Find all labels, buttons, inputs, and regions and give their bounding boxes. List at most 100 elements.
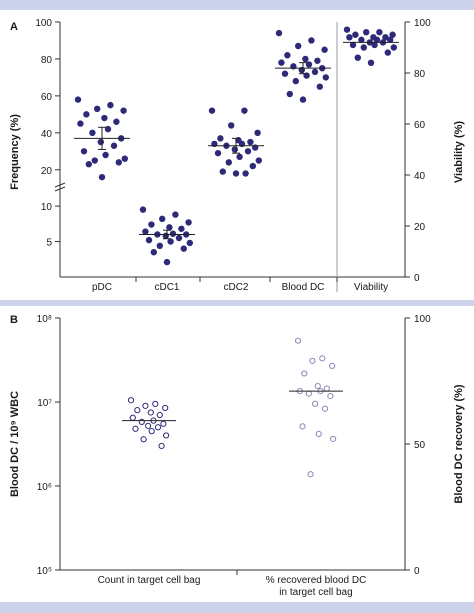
data-point [159,215,166,223]
data-point [219,168,226,175]
data-point [371,41,378,49]
data-point [360,44,367,51]
data-point [292,77,299,85]
panel-a-label: A [10,21,18,33]
panel-a-categories: pDC cDC1 cDC2 Blood DC Viability [92,277,388,293]
axis-break-mark [54,182,66,188]
data-point [330,435,337,443]
data-point [284,52,291,59]
data-point [349,41,357,49]
y-tick-label: 10⁸ [37,314,52,325]
y-tick-label: 80 [41,55,53,66]
y2-tick-label: 100 [414,18,431,29]
panel-b-right-y-ticks: 0 50 100 [405,314,431,577]
y-tick-label: 10⁷ [37,398,52,409]
data-point [175,234,183,242]
panel-b-data-marks [122,337,343,478]
panel-a-lower-y-ticks: 5 10 [41,202,60,249]
data-point [315,430,322,438]
y-tick-label: 20 [41,166,53,177]
data-point [305,390,312,397]
panel-a-y-axis-title: Frequency (%) [9,114,21,190]
y2-tick-label: 80 [414,69,426,80]
data-point [74,96,82,103]
data-point [83,111,90,118]
data-point [166,224,173,231]
axis-break-mark [54,186,66,192]
data-point [208,107,216,114]
data-point [134,407,141,414]
data-point [302,55,309,63]
data-point [142,402,149,409]
data-point [139,206,147,213]
category-label: Blood DC [282,282,325,293]
data-point [110,142,118,149]
data-point [140,436,147,443]
y-tick-label: 60 [41,92,53,103]
data-point [323,385,330,392]
data-point [354,54,361,61]
data-point [358,36,365,44]
data-point [299,423,306,430]
data-point [319,355,326,362]
y2-tick-label: 50 [414,440,426,451]
data-point [327,393,334,400]
data-point [373,36,381,44]
data-point [225,159,232,166]
y2-tick-label: 100 [414,314,431,325]
data-point [308,37,315,44]
category-label: cDC1 [154,282,179,293]
data-point [163,432,170,439]
data-point [275,29,283,37]
data-point [97,138,105,146]
data-point [376,29,383,36]
category-label: % recovered blood DC in target cell bag [266,575,367,598]
data-point [367,59,375,66]
data-point [145,236,153,244]
data-point [156,242,163,249]
data-point [236,153,243,161]
data-point [127,397,135,404]
data-point [314,382,321,390]
data-point [150,248,157,256]
data-point [138,418,145,425]
data-point [162,404,169,412]
category-label: pDC [92,282,112,293]
data-point [154,424,162,431]
data-point [169,230,177,237]
data-point [89,129,96,137]
data-point [98,173,106,181]
data-point [311,68,319,76]
category-label: cDC2 [223,282,248,293]
data-point [294,337,302,344]
data-point [316,83,323,90]
data-point [104,125,112,133]
data-point [389,31,396,38]
panel-b-background [0,306,474,602]
data-point [178,225,185,232]
data-point [312,400,319,407]
data-point [321,405,329,412]
panel-b-left-y-ticks: 10⁵ 10⁶ 10⁷ 10⁸ [37,314,60,577]
y2-tick-label: 20 [414,222,426,233]
data-point [281,70,289,77]
data-point [244,148,252,155]
data-point [80,148,88,155]
data-point [305,61,313,68]
panel-a-data-marks [74,26,399,266]
y2-tick-label: 40 [414,171,426,182]
panel-b-label: B [10,314,18,326]
data-point [255,157,262,164]
data-point [91,157,99,164]
data-point [301,370,308,377]
y-tick-label: 40 [41,129,53,140]
panel-b-categories: Count in target cell bag % recovered bloo… [98,570,367,598]
y2-tick-label: 0 [414,273,420,284]
data-point [217,135,224,142]
data-point [286,90,293,98]
data-point [322,74,329,81]
data-point [162,232,169,240]
data-point [309,357,316,364]
data-point [94,105,101,113]
